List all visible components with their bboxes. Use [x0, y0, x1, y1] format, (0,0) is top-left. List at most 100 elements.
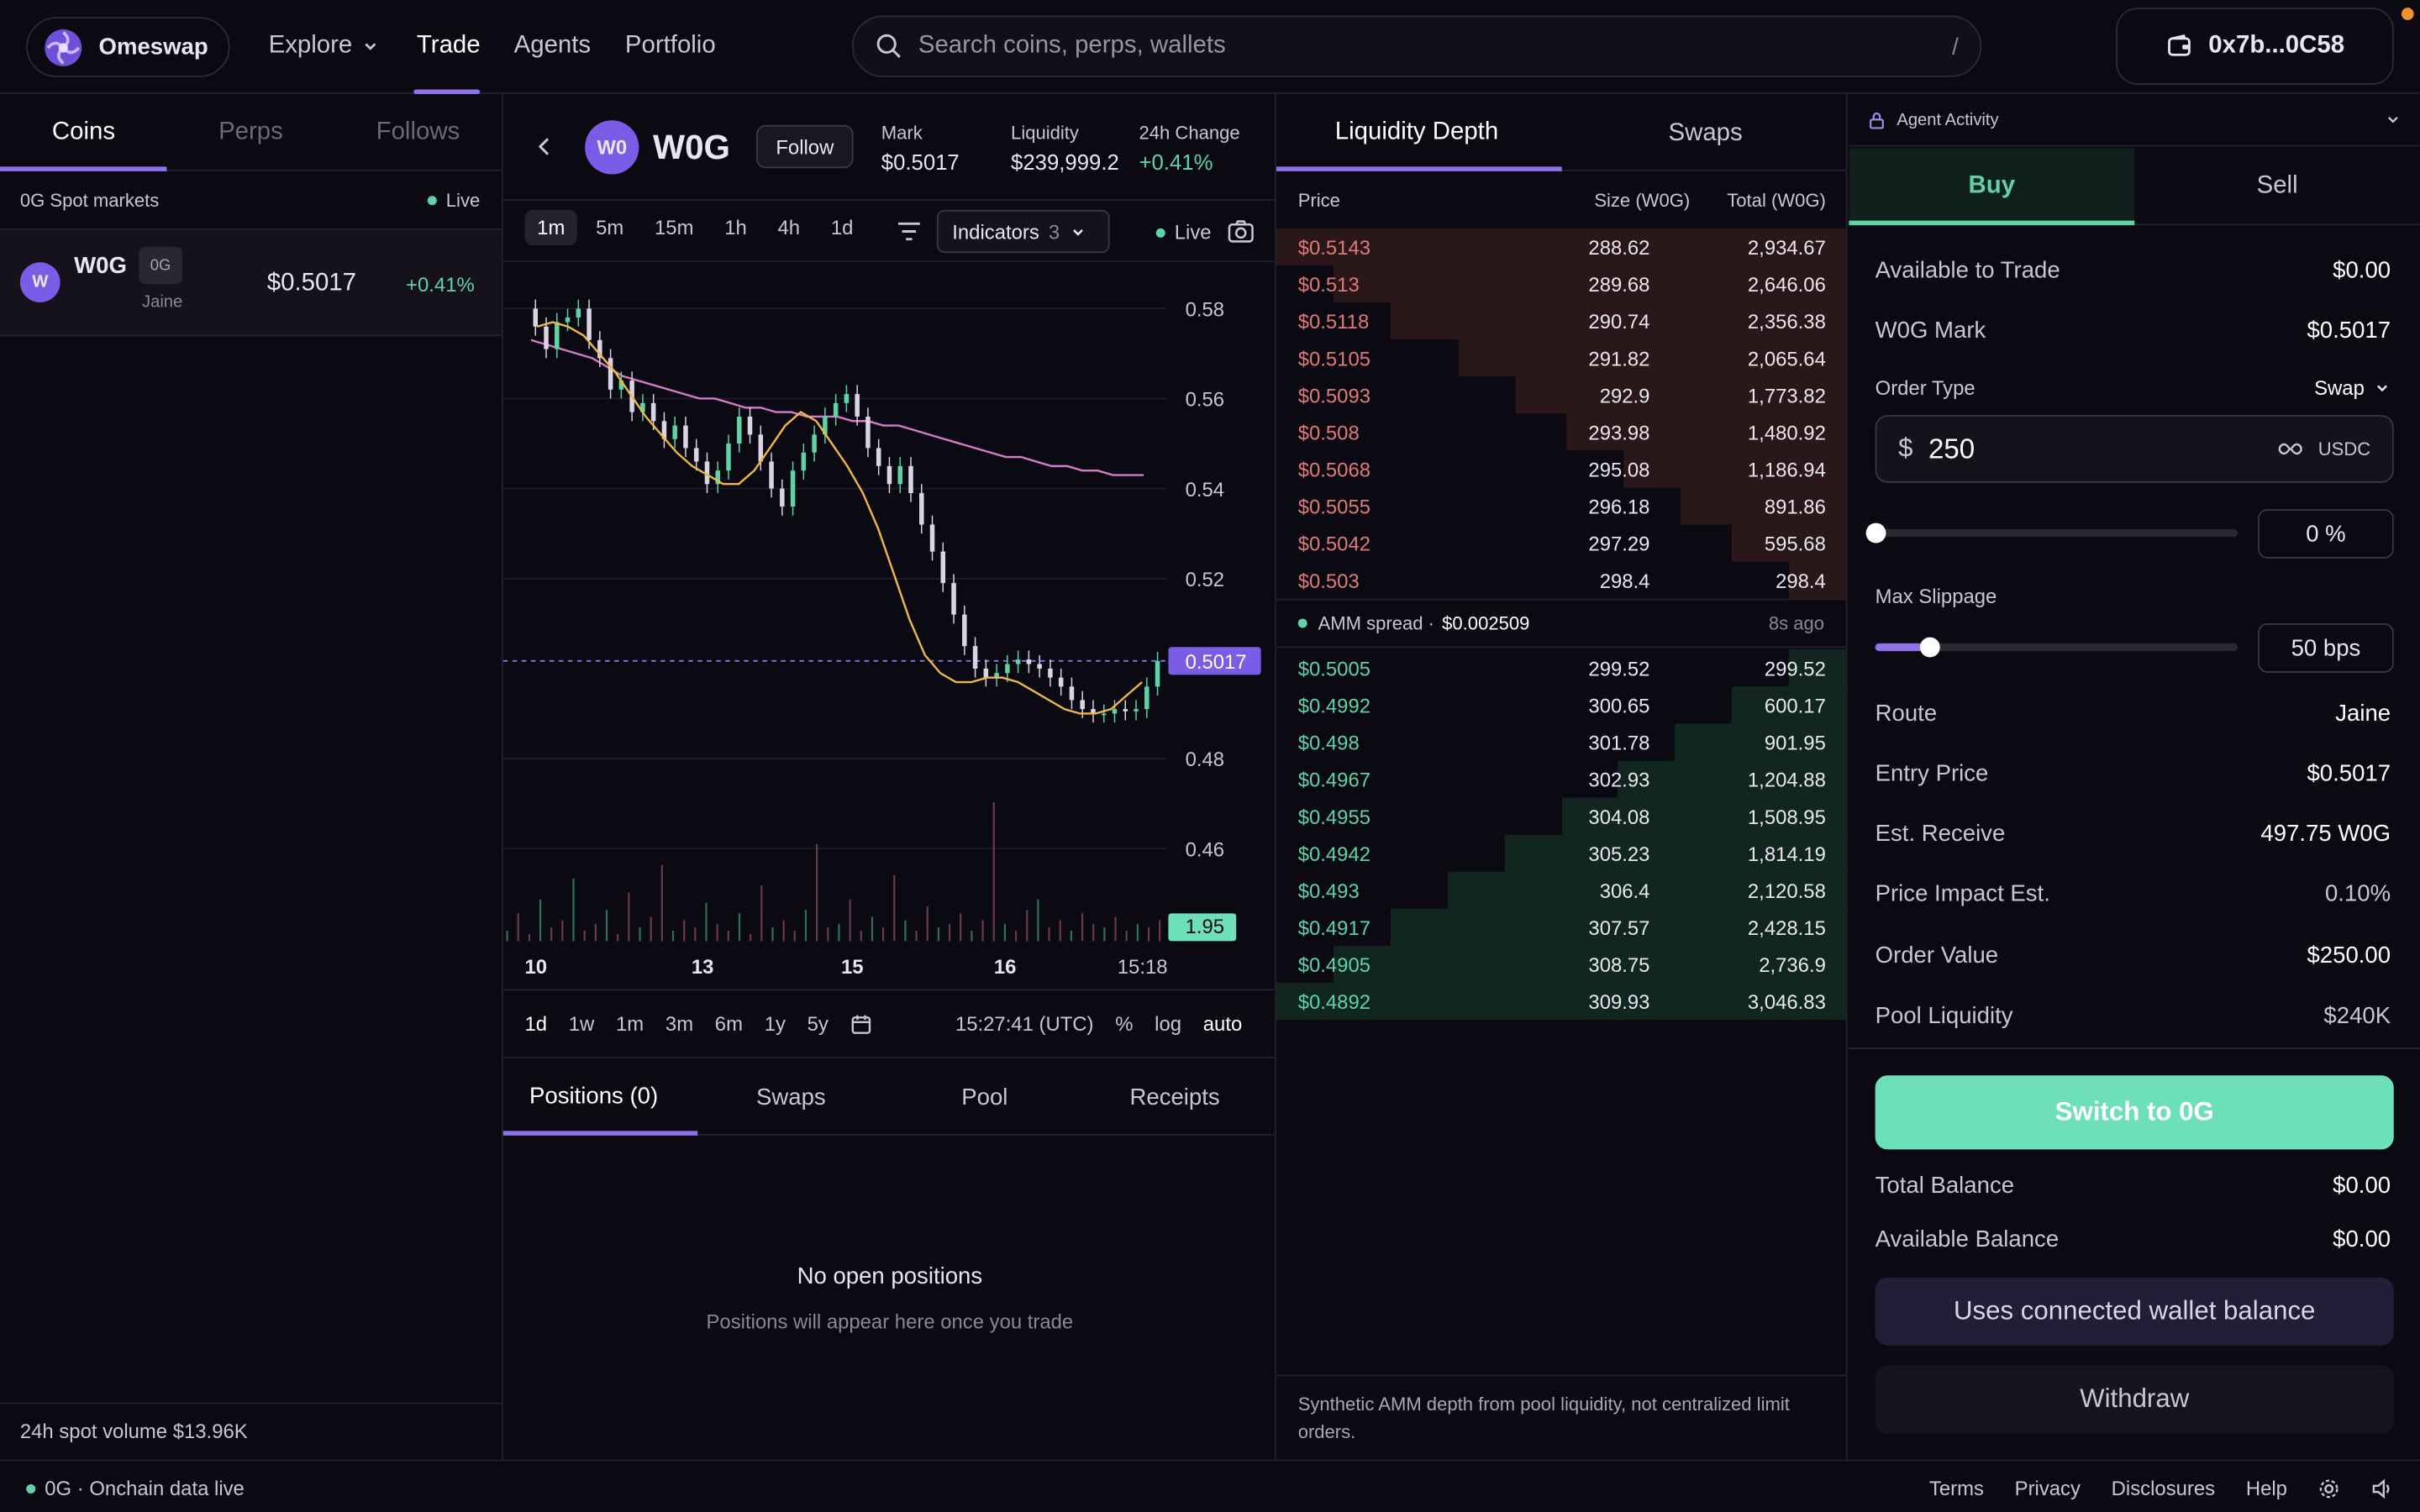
switch-network-button[interactable]: Switch to 0G	[1875, 1075, 2394, 1150]
ask-row[interactable]: $0.5055 296.18 891.86	[1276, 487, 1846, 525]
percent-scale-toggle[interactable]: %	[1115, 1011, 1134, 1036]
candle-body	[1058, 677, 1064, 687]
ask-row[interactable]: $0.5143 288.62 2,934.67	[1276, 228, 1846, 265]
range-6m[interactable]: 6m	[714, 1011, 743, 1036]
bid-row[interactable]: $0.498 301.78 901.95	[1276, 723, 1846, 761]
ask-row[interactable]: $0.513 289.68 2,646.06	[1276, 265, 1846, 303]
speaker-icon[interactable]	[2370, 1478, 2394, 1499]
ask-rows: $0.5143 288.62 2,934.67 $0.513 289.68 2,646.0…	[1276, 228, 1846, 599]
spread-dot-icon	[1297, 618, 1307, 628]
amount-input[interactable]: 250	[1928, 433, 1975, 464]
tab-follows[interactable]: Follows	[376, 118, 460, 144]
ask-row[interactable]: $0.503 298.4 298.4	[1276, 561, 1846, 599]
wallet-balance-button[interactable]: Uses connected wallet balance	[1875, 1277, 2394, 1346]
log-scale-toggle[interactable]: log	[1155, 1011, 1182, 1036]
bid-row[interactable]: $0.493 306.4 2,120.58	[1276, 871, 1846, 909]
disclosures-link[interactable]: Disclosures	[2111, 1476, 2216, 1500]
indicators-dropdown[interactable]: Indicators 3	[936, 209, 1110, 254]
range-1m[interactable]: 1m	[616, 1011, 644, 1036]
tab-receipts[interactable]: Receipts	[1129, 1084, 1220, 1111]
slippage-slider-handle[interactable]	[1919, 637, 1940, 658]
size-slider-track[interactable]	[1875, 529, 2238, 538]
terms-link[interactable]: Terms	[1928, 1476, 1984, 1500]
pool-row: Pool Liquidity $240K	[1876, 1003, 2391, 1029]
nav-explore[interactable]: Explore	[269, 0, 381, 92]
withdraw-button[interactable]: Withdraw	[1875, 1365, 2394, 1434]
search-bar[interactable]: /	[851, 15, 1982, 77]
ask-size: 298.4	[1599, 569, 1650, 593]
timeframe-1d[interactable]: 1d	[830, 216, 854, 239]
amount-input-box[interactable]: $ 250 USDC	[1875, 415, 2394, 483]
bid-row[interactable]: $0.4942 305.23 1,814.19	[1276, 834, 1846, 872]
bid-total: 1,204.88	[1747, 768, 1826, 792]
bid-row[interactable]: $0.5005 299.52 299.52	[1276, 649, 1846, 687]
tab-pool[interactable]: Pool	[961, 1084, 1008, 1111]
bid-row[interactable]: $0.4905 308.75 2,736.9	[1276, 945, 1846, 984]
back-arrow-icon[interactable]	[534, 136, 556, 158]
ask-row[interactable]: $0.5105 291.82 2,065.64	[1276, 339, 1846, 377]
calendar-icon[interactable]	[850, 1013, 872, 1035]
size-percent-field[interactable]: 0 %	[2258, 509, 2394, 559]
timeframe-15m[interactable]: 15m	[655, 216, 694, 239]
ask-row[interactable]: $0.5042 297.29 595.68	[1276, 524, 1846, 562]
tab-perps[interactable]: Perps	[218, 118, 283, 144]
timeframe-1h[interactable]: 1h	[724, 216, 747, 239]
tab-liquidity-depth[interactable]: Liquidity Depth	[1334, 118, 1499, 145]
volume-bar	[926, 906, 929, 942]
bid-row[interactable]: $0.4992 300.65 600.17	[1276, 686, 1846, 724]
ask-row[interactable]: $0.5093 292.9 1,773.82	[1276, 376, 1846, 414]
tab-swaps[interactable]: Swaps	[756, 1084, 826, 1111]
timeframe-4h[interactable]: 4h	[777, 216, 801, 239]
wallet-button[interactable]: 0x7b...0C58	[2116, 8, 2394, 86]
candle-body	[897, 465, 902, 485]
x-tick-label: 15:18	[1118, 956, 1168, 979]
search-input[interactable]	[918, 32, 1937, 60]
auto-scale-toggle[interactable]: auto	[1202, 1011, 1243, 1036]
size-slider-handle[interactable]	[1865, 522, 1886, 543]
coin-row[interactable]: W W0G 0G Jaine $0.5017 +0.41%	[0, 228, 502, 337]
volume-bar	[694, 927, 697, 942]
candle-body	[737, 416, 742, 444]
bid-row[interactable]: $0.4892 309.93 3,046.83	[1276, 983, 1846, 1021]
bid-row[interactable]: $0.4967 302.93 1,204.88	[1276, 760, 1846, 798]
tab-positions[interactable]: Positions (0)	[529, 1083, 659, 1110]
change-label: 24h Change	[1139, 122, 1240, 144]
filter-icon[interactable]	[895, 218, 923, 245]
sell-tab[interactable]: Sell	[2256, 172, 2298, 199]
range-1w[interactable]: 1w	[568, 1011, 595, 1036]
privacy-link[interactable]: Privacy	[2014, 1476, 2081, 1500]
price-chart[interactable]: 0.58 0.56 0.54 0.52 0.48 0.46 10 13 15 16 15:18 0…	[502, 262, 1276, 987]
volume-bar	[1103, 927, 1106, 942]
gear-icon[interactable]	[2318, 1478, 2340, 1499]
bid-row[interactable]: $0.4955 304.08 1,508.95	[1276, 797, 1846, 835]
ask-row[interactable]: $0.508 293.98 1,480.92	[1276, 413, 1846, 451]
slippage-slider-track[interactable]	[1875, 643, 2238, 652]
brand-logo[interactable]: Omeswap	[26, 17, 230, 77]
ask-row[interactable]: $0.5068 295.08 1,186.94	[1276, 450, 1846, 488]
help-link[interactable]: Help	[2245, 1476, 2287, 1500]
follow-button[interactable]: Follow	[756, 124, 854, 169]
bid-depth-bar	[1560, 797, 1846, 835]
volume-bar	[1048, 927, 1050, 942]
slippage-field[interactable]: 50 bps	[2258, 623, 2394, 673]
tab-book-swaps[interactable]: Swaps	[1668, 120, 1743, 147]
camera-icon[interactable]	[1227, 219, 1255, 244]
tab-coins[interactable]: Coins	[51, 118, 116, 144]
volume-bar	[594, 923, 597, 942]
volume-tag: 1.95	[1168, 913, 1237, 942]
bid-row[interactable]: $0.4917 307.57 2,428.15	[1276, 908, 1846, 946]
col-total: Total (W0G)	[1727, 189, 1826, 212]
order-type-select[interactable]: Swap	[2314, 376, 2391, 400]
ask-row[interactable]: $0.5118 290.74 2,356.38	[1276, 302, 1846, 340]
range-1y[interactable]: 1y	[764, 1011, 786, 1036]
agent-activity-bar[interactable]: Agent Activity	[1849, 94, 2420, 147]
nav-agents[interactable]: Agents	[513, 32, 592, 59]
range-3m[interactable]: 3m	[665, 1011, 694, 1036]
timeframe-1m[interactable]: 1m	[524, 209, 578, 246]
range-1d[interactable]: 1d	[524, 1011, 548, 1036]
nav-trade[interactable]: Trade	[416, 32, 481, 59]
buy-tab[interactable]: Buy	[1849, 148, 2135, 226]
nav-portfolio[interactable]: Portfolio	[624, 32, 716, 59]
range-5y[interactable]: 5y	[807, 1011, 829, 1036]
timeframe-5m[interactable]: 5m	[596, 216, 624, 239]
